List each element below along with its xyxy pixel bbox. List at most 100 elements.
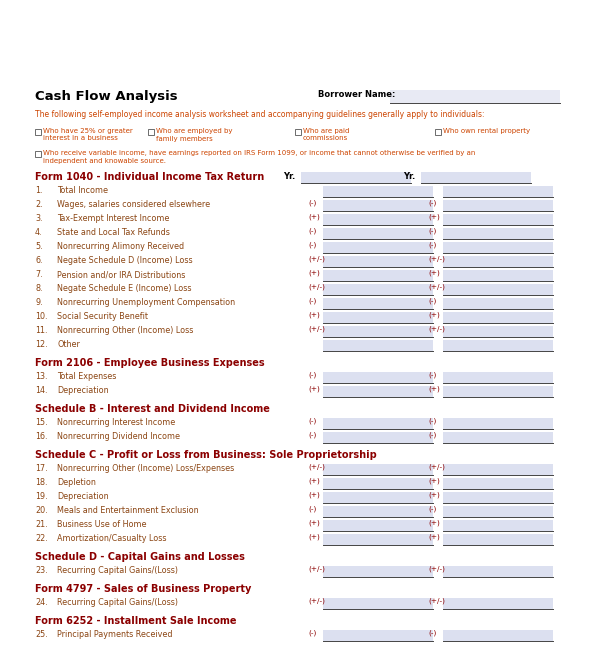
Bar bbox=[443, 432, 553, 443]
Text: (-): (-) bbox=[428, 418, 436, 424]
Text: Schedule D - Capital Gains and Losses: Schedule D - Capital Gains and Losses bbox=[35, 552, 245, 562]
Bar bbox=[443, 242, 553, 253]
Bar bbox=[295, 129, 301, 135]
Text: (+/-): (+/-) bbox=[428, 256, 445, 263]
Bar bbox=[323, 464, 433, 475]
Text: 17.: 17. bbox=[35, 464, 47, 473]
Bar bbox=[443, 228, 553, 239]
Bar bbox=[323, 598, 433, 609]
Text: Nonrecurring Other (Income) Loss/Expenses: Nonrecurring Other (Income) Loss/Expense… bbox=[57, 464, 234, 473]
Text: (-): (-) bbox=[308, 372, 316, 378]
Text: (-): (-) bbox=[428, 432, 436, 439]
Text: (+): (+) bbox=[308, 534, 320, 541]
Text: 6.: 6. bbox=[35, 256, 43, 265]
Text: Depletion: Depletion bbox=[57, 478, 96, 487]
Bar bbox=[443, 372, 553, 383]
Text: (+): (+) bbox=[308, 270, 320, 276]
Text: (+): (+) bbox=[308, 386, 320, 393]
Text: (+): (+) bbox=[428, 214, 440, 220]
Bar bbox=[443, 506, 553, 517]
Bar bbox=[443, 326, 553, 337]
Text: 24.: 24. bbox=[35, 598, 47, 607]
Bar bbox=[421, 172, 531, 183]
Text: Nonrecurring Dividend Income: Nonrecurring Dividend Income bbox=[57, 432, 180, 441]
Text: Yr.: Yr. bbox=[283, 172, 295, 181]
Bar bbox=[443, 298, 553, 309]
Text: Schedule C - Profit or Loss from Business: Sole Proprietorship: Schedule C - Profit or Loss from Busines… bbox=[35, 450, 377, 460]
Text: Form 1040 - Individual Income Tax Return: Form 1040 - Individual Income Tax Return bbox=[35, 172, 264, 182]
Text: Tax-Exempt Interest Income: Tax-Exempt Interest Income bbox=[57, 214, 169, 223]
Text: (-): (-) bbox=[308, 228, 316, 235]
Bar bbox=[323, 520, 433, 531]
Bar bbox=[323, 432, 433, 443]
Text: 21.: 21. bbox=[35, 520, 47, 529]
Text: (-): (-) bbox=[308, 200, 316, 207]
Text: (-): (-) bbox=[428, 298, 436, 304]
Text: (-): (-) bbox=[428, 372, 436, 378]
Text: Cash Flow Analysis: Cash Flow Analysis bbox=[35, 90, 178, 103]
Bar bbox=[323, 372, 433, 383]
Bar bbox=[443, 598, 553, 609]
Text: Who own rental property: Who own rental property bbox=[443, 128, 530, 134]
Bar bbox=[443, 630, 553, 641]
Bar bbox=[323, 630, 433, 641]
Bar bbox=[435, 129, 441, 135]
Bar bbox=[323, 386, 433, 397]
Bar bbox=[323, 284, 433, 295]
Text: (-): (-) bbox=[308, 418, 316, 424]
Text: Business Use of Home: Business Use of Home bbox=[57, 520, 146, 529]
Text: 16.: 16. bbox=[35, 432, 47, 441]
Text: 12.: 12. bbox=[35, 340, 47, 349]
Text: Negate Schedule D (Income) Loss: Negate Schedule D (Income) Loss bbox=[57, 256, 193, 265]
Text: Principal Payments Received: Principal Payments Received bbox=[57, 630, 173, 639]
Text: (+): (+) bbox=[308, 478, 320, 484]
Text: Nonrecurring Interest Income: Nonrecurring Interest Income bbox=[57, 418, 175, 427]
Text: 3.: 3. bbox=[35, 214, 43, 223]
Text: Total Expenses: Total Expenses bbox=[57, 372, 116, 381]
Text: Who are employed by
family members: Who are employed by family members bbox=[156, 128, 233, 142]
Text: 10.: 10. bbox=[35, 312, 47, 321]
Text: Total Income: Total Income bbox=[57, 186, 108, 195]
Text: Who are paid
commissions: Who are paid commissions bbox=[303, 128, 349, 142]
Bar bbox=[35, 129, 41, 135]
Text: (+/-): (+/-) bbox=[428, 464, 445, 471]
Text: (-): (-) bbox=[308, 432, 316, 439]
Text: Meals and Entertainment Exclusion: Meals and Entertainment Exclusion bbox=[57, 506, 199, 515]
Text: 1.: 1. bbox=[35, 186, 43, 195]
Text: (+): (+) bbox=[428, 534, 440, 541]
Text: Who receive variable income, have earnings reported on IRS Form 1099, or income : Who receive variable income, have earnin… bbox=[43, 150, 475, 164]
Bar bbox=[323, 534, 433, 545]
Bar bbox=[323, 186, 433, 197]
Text: Depreciation: Depreciation bbox=[57, 492, 109, 501]
Text: (+/-): (+/-) bbox=[428, 566, 445, 573]
Text: (+/-): (+/-) bbox=[428, 598, 445, 604]
Text: 19.: 19. bbox=[35, 492, 47, 501]
Text: Borrower Name:: Borrower Name: bbox=[318, 90, 395, 99]
Text: (-): (-) bbox=[428, 228, 436, 235]
Text: (+): (+) bbox=[428, 270, 440, 276]
Text: 4.: 4. bbox=[35, 228, 43, 237]
Text: (-): (-) bbox=[428, 200, 436, 207]
Text: Amortization/Casualty Loss: Amortization/Casualty Loss bbox=[57, 534, 167, 543]
Bar bbox=[323, 478, 433, 489]
Text: State and Local Tax Refunds: State and Local Tax Refunds bbox=[57, 228, 170, 237]
Bar bbox=[323, 506, 433, 517]
Text: (+): (+) bbox=[308, 312, 320, 318]
Text: Negate Schedule E (Income) Loss: Negate Schedule E (Income) Loss bbox=[57, 284, 191, 293]
Text: (+): (+) bbox=[428, 478, 440, 484]
Text: Recurring Capital Gains/(Loss): Recurring Capital Gains/(Loss) bbox=[57, 598, 178, 607]
Text: (+/-): (+/-) bbox=[308, 566, 325, 573]
Bar bbox=[323, 566, 433, 577]
Bar bbox=[323, 270, 433, 281]
Text: 2.: 2. bbox=[35, 200, 43, 209]
Bar bbox=[443, 520, 553, 531]
Bar bbox=[323, 242, 433, 253]
Text: 20.: 20. bbox=[35, 506, 47, 515]
Text: (+): (+) bbox=[428, 386, 440, 393]
Text: Form 2106 - Employee Business Expenses: Form 2106 - Employee Business Expenses bbox=[35, 358, 265, 368]
Bar bbox=[301, 172, 411, 183]
Bar bbox=[323, 200, 433, 211]
Text: Social Security Benefit: Social Security Benefit bbox=[57, 312, 148, 321]
Bar bbox=[323, 326, 433, 337]
Text: (-): (-) bbox=[308, 506, 316, 512]
